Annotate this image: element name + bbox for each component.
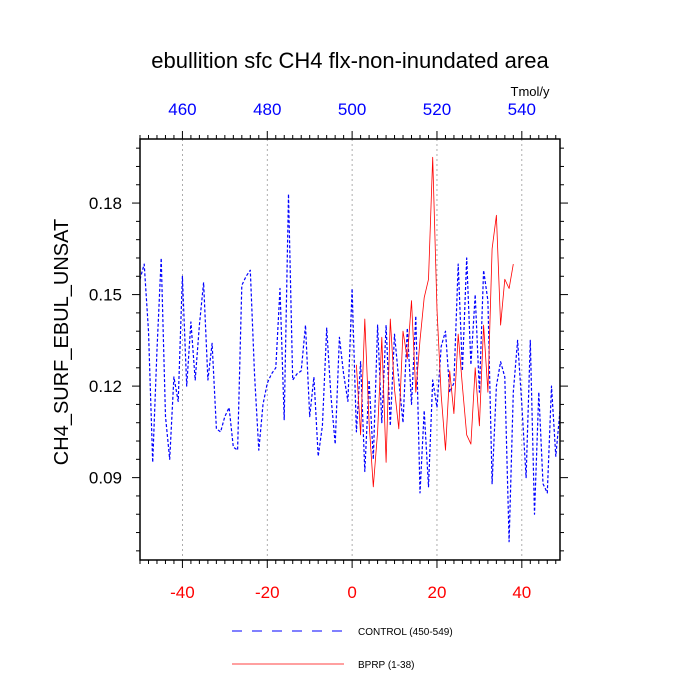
y-axis-label: CH4_SURF_EBUL_UNSAT (51, 219, 73, 465)
axis-ticks (132, 131, 568, 568)
legend-bprp-label: BPRP (1-38) (358, 660, 415, 671)
legend-control-label: CONTROL (450-549) (358, 627, 453, 638)
chart-title: ebullition sfc CH4 flx-non-inundated are… (151, 48, 549, 73)
tick-labels: 0.09 0.12 0.15 0.18 -40 -20 0 20 40 460 480 500 520 5… (89, 100, 536, 602)
series-line-bprp (356, 156, 514, 488)
x-tick-label-bottom: -20 (255, 583, 280, 602)
x-tick-label-top: 500 (338, 100, 366, 119)
x-tick-label-top: 460 (168, 100, 196, 119)
x-tick-label-bottom: 20 (428, 583, 447, 602)
series-layer (139, 156, 561, 543)
legend: CONTROL (450-549) BPRP (1-38) (232, 627, 453, 671)
grid-lines (182, 139, 523, 560)
x-tick-label-top: 540 (508, 100, 536, 119)
y-tick-label: 0.12 (89, 377, 122, 396)
y-tick-label: 0.15 (89, 286, 122, 305)
x-tick-label-top: 480 (253, 100, 281, 119)
x-tick-label-bottom: -40 (170, 583, 195, 602)
x-tick-label-top: 520 (423, 100, 451, 119)
x-tick-label-bottom: 40 (512, 583, 531, 602)
x-tick-label-bottom: 0 (347, 583, 356, 602)
y-tick-label: 0.18 (89, 194, 122, 213)
top-axis-units: Tmol/y (511, 84, 551, 99)
y-tick-label: 0.09 (89, 469, 122, 488)
series-line-control (139, 193, 561, 543)
